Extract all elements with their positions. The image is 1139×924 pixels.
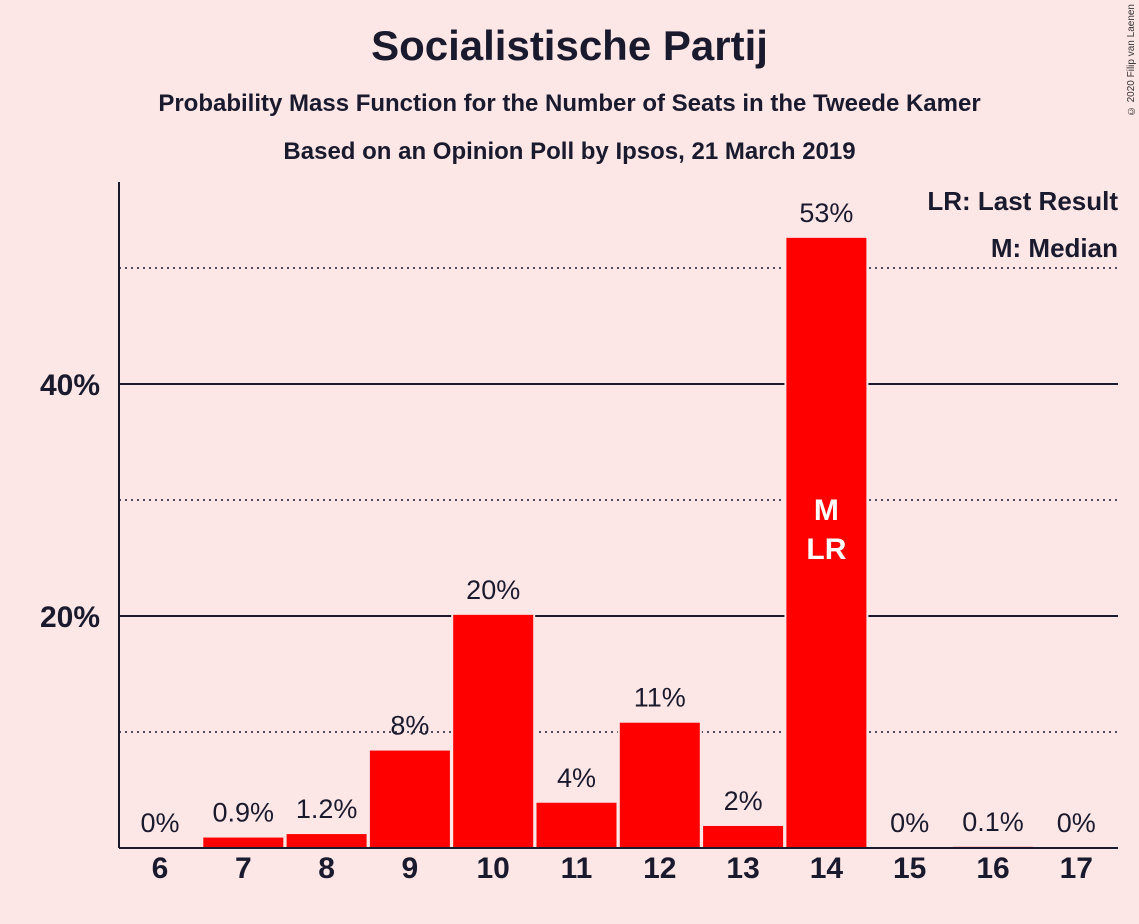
x-tick-9: 9 (402, 852, 419, 885)
bars (201, 235, 1035, 849)
bar-seats-11 (536, 802, 617, 848)
x-tick-11: 11 (561, 852, 593, 885)
data-label-8: 1.2% (296, 794, 358, 824)
bar-marker-lr: LR (806, 533, 846, 566)
chart-source: Based on an Opinion Poll by Ipsos, 21 Ma… (283, 138, 856, 165)
data-label-15: 0% (890, 808, 929, 838)
data-label-10: 20% (466, 575, 520, 605)
data-label-14: 53% (799, 198, 853, 228)
bar-seats-12 (619, 722, 700, 848)
x-tick-6: 6 (152, 852, 169, 885)
chart-title: Socialistische Partij (371, 22, 768, 69)
data-label-13: 2% (724, 786, 763, 816)
bar-seats-8 (286, 834, 367, 848)
legend-last-result: LR: Last Result (927, 186, 1118, 216)
data-label-9: 8% (390, 711, 429, 741)
data-label-17: 0% (1057, 808, 1096, 838)
x-tick-16: 16 (976, 852, 1009, 885)
data-label-12: 11% (634, 683, 686, 713)
data-labels: 0% 6 0.9% 7 1.2% 8 8% 9 20% 10 4% 11 11% 12 2% 13 53% 14 0… (140, 198, 1095, 885)
x-tick-10: 10 (477, 852, 510, 885)
gridlines (119, 267, 1118, 733)
bar-marker-m: M (814, 494, 839, 527)
x-tick-8: 8 (318, 852, 335, 885)
bar-seats-14 (786, 237, 867, 849)
x-tick-14: 14 (810, 852, 844, 885)
x-tick-17: 17 (1060, 852, 1093, 885)
axes: 20% 40% (40, 182, 1118, 849)
bar-seats-13 (703, 825, 784, 848)
data-label-16: 0.1% (962, 807, 1024, 837)
x-tick-12: 12 (643, 852, 676, 885)
legend-median: M: Median (991, 233, 1118, 263)
bar-seats-10 (453, 614, 534, 848)
bar-halo (951, 844, 1035, 848)
x-tick-7: 7 (235, 852, 252, 885)
bar-seats-7 (203, 837, 284, 848)
x-tick-13: 13 (726, 852, 759, 885)
x-tick-15: 15 (893, 852, 926, 885)
y-tick-40: 40% (40, 369, 100, 402)
data-label-7: 0.9% (213, 798, 275, 828)
bar-seats-9 (369, 750, 450, 848)
chart-subtitle: Probability Mass Function for the Number… (158, 90, 981, 117)
y-tick-20: 20% (40, 601, 100, 634)
data-label-6: 0% (140, 808, 179, 838)
data-label-11: 4% (557, 763, 596, 793)
